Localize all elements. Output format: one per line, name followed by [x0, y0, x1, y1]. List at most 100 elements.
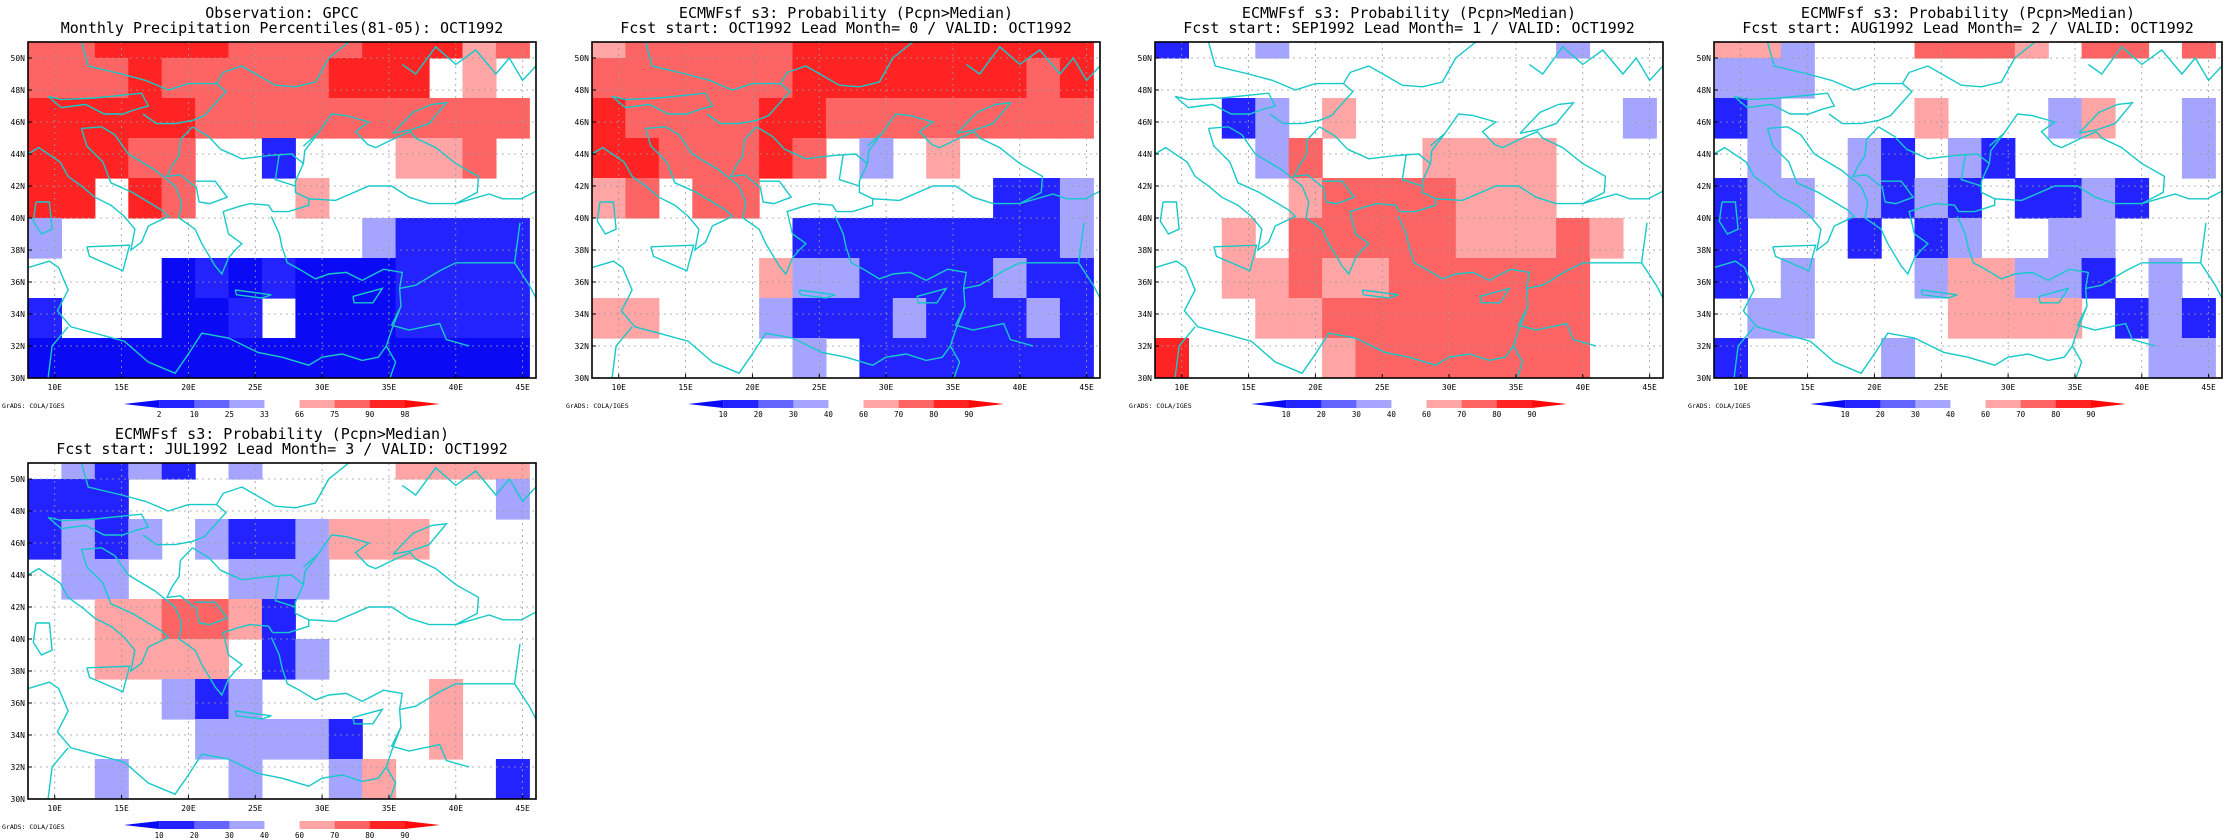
- colorbar-label: 75: [330, 410, 339, 419]
- coastline: [165, 126, 200, 203]
- grid-cell: [1556, 218, 1591, 259]
- y-tick-label: 48N: [1138, 86, 1153, 95]
- grid-cell: [261, 58, 296, 99]
- grid-cell: [2014, 178, 2049, 219]
- y-tick-label: 36N: [11, 699, 26, 708]
- grid-cell: [28, 58, 62, 99]
- grid-cell: [462, 42, 497, 59]
- coastline: [455, 591, 536, 626]
- grads-credit: GrADS: COLA/IGES: [2, 823, 65, 831]
- x-tick-label: 30E: [315, 804, 330, 813]
- grid-cell: [658, 42, 693, 59]
- grid-cell: [658, 58, 693, 99]
- grid-cell: [1221, 258, 1256, 299]
- x-tick-label: 35E: [382, 383, 397, 392]
- colorbar-segment: [2020, 400, 2057, 408]
- grid-cell: [1714, 338, 1748, 378]
- colorbar-segment: [194, 400, 230, 408]
- grid-cell: [128, 58, 163, 99]
- coastline: [596, 201, 617, 235]
- grid-cell: [362, 0, 396, 19]
- y-tick-label: 42N: [1697, 182, 1712, 191]
- grid-cell: [228, 719, 263, 760]
- grid-cell: [859, 98, 894, 139]
- grid-cell: [395, 218, 430, 259]
- grid-cell: [1847, 138, 1882, 179]
- x-tick-label: 35E: [382, 804, 397, 813]
- y-tick-label: 42N: [1138, 182, 1153, 191]
- coastline: [47, 513, 150, 536]
- colorbar-segment: [1531, 400, 1567, 408]
- coastline: [28, 549, 170, 673]
- chart-title: ECMWFsf s3: Probability (Pcpn>Median): [1242, 4, 1576, 22]
- coastline: [838, 153, 860, 187]
- grid-cell: [161, 42, 196, 59]
- grid-cell: [1059, 218, 1094, 259]
- grid-cell: [462, 98, 497, 139]
- grid-cell: [725, 58, 760, 99]
- colorbar-segment: [264, 821, 301, 829]
- coastline: [401, 42, 536, 82]
- grid-cell: [161, 463, 196, 480]
- grid-cell: [28, 42, 62, 59]
- grid-cell: [362, 58, 397, 99]
- colorbar-label: 20: [190, 831, 200, 840]
- grid-cell: [61, 479, 96, 520]
- y-tick-label: 46N: [575, 118, 590, 127]
- coastline: [1429, 132, 1446, 147]
- colorbar-segment: [369, 821, 406, 829]
- grid-cell: [625, 58, 660, 99]
- grid-cell: [161, 639, 196, 680]
- grid-cell: [1914, 98, 1949, 139]
- coastline: [272, 534, 480, 634]
- grid-cell: [495, 298, 530, 339]
- grid-cell: [429, 298, 464, 339]
- grid-cell: [1388, 218, 1423, 259]
- colorbar-segment: [863, 400, 900, 408]
- colorbar-label: 80: [2051, 410, 2061, 419]
- grid-cell: [1522, 218, 1557, 259]
- plot-frame: [1154, 41, 1664, 379]
- coastline: [1733, 326, 1755, 378]
- x-tick-label: 15E: [678, 383, 693, 392]
- coastline: [1517, 305, 1597, 347]
- chart-panel-2: ECMWFsf s3: Probability (Pcpn>Median)Fcs…: [566, 4, 1101, 419]
- coastline: [1988, 132, 2005, 147]
- grid-cell: [295, 338, 330, 378]
- grid-cell: [1455, 138, 1490, 179]
- grid-cell: [395, 338, 430, 378]
- grid-cell: [295, 42, 330, 59]
- x-tick-label: 20E: [745, 383, 760, 392]
- grid-cell: [1355, 178, 1390, 219]
- y-tick-label: 32N: [1138, 342, 1153, 351]
- coastline: [1582, 170, 1663, 205]
- y-tick-label: 40N: [11, 635, 26, 644]
- grid-cell: [1780, 42, 1815, 59]
- grid-cell: [1714, 42, 1748, 59]
- plot-frame: [1713, 41, 2223, 379]
- coastline: [165, 547, 200, 624]
- y-tick-label: 30N: [11, 795, 26, 804]
- coastline: [1269, 83, 1354, 125]
- grid-cell: [228, 338, 263, 378]
- grid-cell: [462, 298, 497, 339]
- y-tick-label: 38N: [1138, 246, 1153, 255]
- grid-cell: [1422, 138, 1457, 179]
- grid-cell: [1780, 178, 1815, 219]
- colorbar-segment: [299, 821, 336, 829]
- y-tick-label: 44N: [1697, 150, 1712, 159]
- grid-cell: [61, 559, 96, 600]
- grid-cell: [228, 42, 263, 59]
- grid-cell: [1747, 0, 1781, 19]
- grid-cell: [495, 98, 530, 139]
- coastline: [392, 101, 449, 134]
- grid-cell: [1026, 338, 1061, 378]
- y-tick-label: 44N: [1138, 150, 1153, 159]
- coastline: [142, 504, 227, 546]
- coastline: [392, 522, 449, 555]
- grid-cell: [2081, 98, 2116, 139]
- grid-cell: [592, 138, 626, 179]
- grid-cell: [195, 519, 230, 560]
- grid-cell: [1026, 42, 1061, 59]
- grid-cell: [892, 298, 927, 339]
